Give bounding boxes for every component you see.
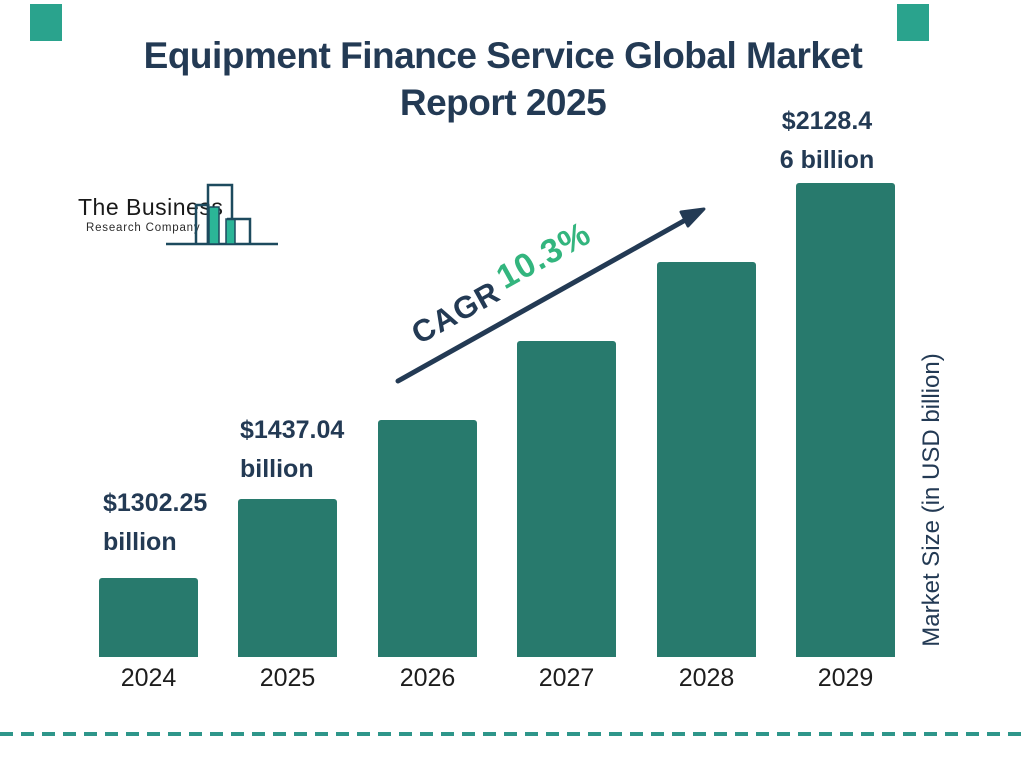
bar-2024 [99, 578, 198, 657]
y-axis-label: Market Size (in USD billion) [918, 353, 945, 647]
x-tick-label-2028: 2028 [678, 664, 735, 692]
logo-name: The Business [78, 194, 224, 220]
x-tick-label-2029: 2029 [817, 664, 874, 692]
x-tick-label-2027: 2027 [538, 664, 595, 692]
page-title-line1: Equipment Finance Service Global Market [143, 35, 863, 76]
page-title-line2: Report 2025 [399, 82, 607, 123]
bar-2027 [517, 341, 616, 657]
cagr-value: 10.3% [490, 214, 598, 297]
cagr-label: CAGR [405, 274, 506, 351]
bar-2028 [657, 262, 756, 657]
bar-2029 [796, 183, 895, 657]
page-title: Equipment Finance Service Global Market … [0, 32, 1006, 126]
value-label-2024: $1302.25 billion [103, 489, 208, 556]
logo-subname: Research Company [86, 222, 201, 234]
logo-bar-chart-icon [166, 183, 278, 246]
bar-2025 [238, 499, 337, 657]
bottom-dashed-divider [0, 732, 1024, 736]
x-tick-label-2024: 2024 [120, 664, 177, 692]
x-tick-label-2026: 2026 [399, 664, 456, 692]
corner-accent-left [30, 4, 62, 41]
value-label-2025: $1437.04 billion [240, 416, 345, 483]
bar-2026 [378, 420, 477, 657]
company-logo: The Business Research Company [72, 176, 288, 256]
value-label-2029: $2128.4 6 billion [779, 107, 875, 174]
x-tick-label-2025: 2025 [259, 664, 316, 692]
corner-accent-right [897, 4, 929, 41]
